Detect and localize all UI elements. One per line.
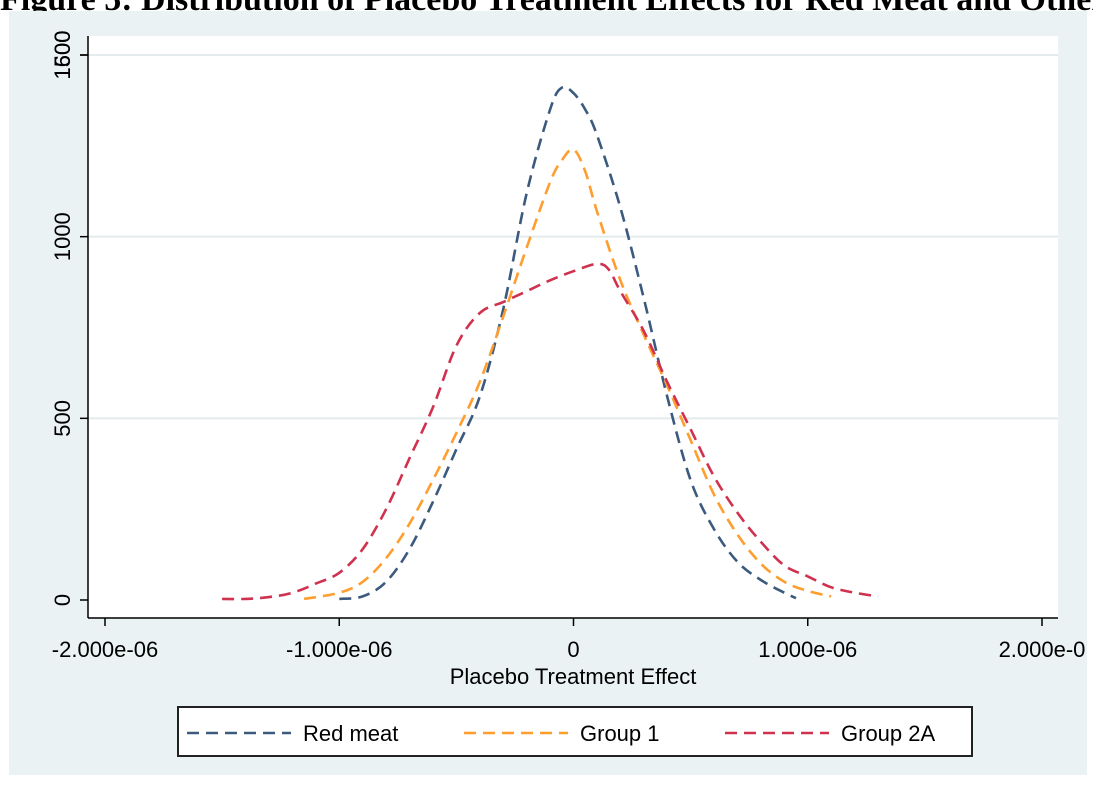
x-tick-label: -2.000e-06 [52, 637, 158, 662]
series-line-red-meat [339, 85, 797, 601]
legend: Red meat Group 1 Group 2A [177, 706, 973, 757]
x-tick-label: 1.000e-06 [758, 637, 857, 662]
x-axis-label: Placebo Treatment Effect [450, 664, 697, 689]
x-tick-label: 2.000e-0 [999, 637, 1086, 662]
y-tick-label: 0 [50, 594, 75, 606]
y-tick-label: 500 [50, 400, 75, 437]
legend-label-group-1: Group 1 [580, 721, 660, 746]
x-tick-label: -1.000e-06 [286, 637, 392, 662]
legend-label-group-2a: Group 2A [841, 721, 935, 746]
plot-region [88, 36, 1058, 618]
y-tick-label: 1600 [50, 31, 75, 80]
legend-label-red-meat: Red meat [303, 721, 398, 746]
series-lines [222, 85, 879, 601]
grid-lines [88, 54, 1058, 420]
legend-entries: Red meat Group 1 Group 2A [187, 721, 935, 746]
x-tick-label: 0 [567, 637, 579, 662]
series-line-group-2a [222, 262, 879, 601]
y-tick-label: 1500 [50, 31, 75, 80]
series-line-group-1 [303, 147, 832, 601]
y-tick-label: 1000 [50, 212, 75, 261]
